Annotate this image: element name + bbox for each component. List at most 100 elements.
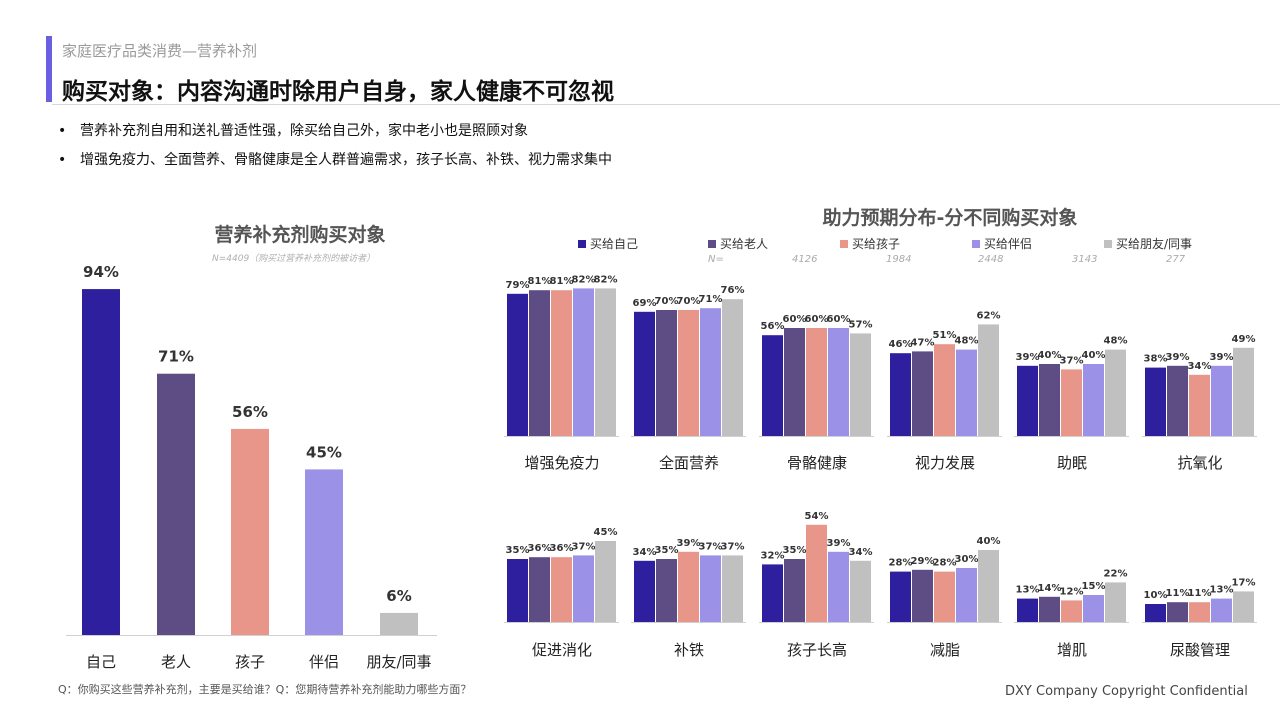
data-label: 11% [1166,588,1190,599]
data-label: 35% [655,545,679,556]
category-label: 伴侣 [309,653,339,671]
data-label: 39% [1016,352,1040,363]
survey-question-footnote: Q：你购买这些营养补充剂，主要是买给谁？Q：您期待营养补充剂能助力哪些方面？ [58,683,472,696]
bar [890,571,911,622]
bar [700,308,721,436]
bar [595,288,616,436]
bar [978,550,999,622]
bar [1167,602,1188,622]
data-label: 56% [761,321,785,332]
data-label: 14% [1038,583,1062,594]
bar [1145,367,1166,436]
bar [573,555,594,622]
bar [828,551,849,622]
data-label: 54% [805,511,829,522]
bar [1017,598,1038,622]
data-label: 56% [232,403,268,421]
data-label: 70% [677,296,701,307]
legend-swatch [840,240,848,248]
title-accent-bar [46,36,52,102]
bar [1061,600,1082,622]
data-label: 6% [386,587,411,605]
bar [157,373,195,635]
bar [551,290,572,436]
data-label: 82% [572,274,596,285]
category-label: 孩子 [235,653,265,671]
bar [1211,598,1232,622]
data-label: 82% [594,274,618,285]
bar [1039,596,1060,622]
legend-item: 买给伴侣 [972,235,1032,252]
data-label: 34% [849,547,873,558]
group-label: 增强免疫力 [524,454,599,472]
bar [678,551,699,622]
data-label: 13% [1210,585,1234,596]
data-label: 15% [1082,581,1106,592]
data-label: 48% [955,336,979,347]
bar [1189,374,1210,436]
data-label: 38% [1144,354,1168,365]
sample-size-value: 2448 [978,254,1004,265]
bar [850,560,871,622]
bar [656,310,677,436]
bar [1061,369,1082,436]
bar [82,289,120,635]
legend-label: 买给伴侣 [984,237,1033,251]
data-label: 46% [889,339,913,350]
bullet-list: • 营养补充剂自用和送礼普适性强，除买给自己外，家中老小也是照顾对象 • 增强免疫力… [58,120,612,178]
bar [1083,364,1104,436]
data-label: 30% [955,554,979,565]
data-label: 22% [1104,568,1128,579]
group-label: 视力发展 [915,454,975,472]
group-label: 补铁 [674,641,704,659]
legend-item: 买给自己 [578,235,638,252]
data-label: 12% [1060,586,1084,597]
data-label: 29% [911,556,935,567]
page-title: 购买对象：内容沟通时除用户自身，家人健康不可忽视 [62,79,614,105]
bar [722,299,743,436]
bar [529,557,550,622]
group-label: 减脂 [930,641,960,659]
data-label: 13% [1016,585,1040,596]
legend-swatch [708,240,716,248]
bar [956,568,977,622]
group-label: 增肌 [1057,641,1087,659]
right-chart-legend: 买给自己 买给老人 买给孩子 买给伴侣 买给朋友/同事 [578,235,1238,271]
data-label: 76% [721,285,745,296]
bullet-text: 增强免疫力、全面营养、骨骼健康是全人群普遍需求，孩子长高、补铁、视力需求集中 [80,152,612,168]
bar [380,612,418,635]
legend-item: 买给孩子 [840,235,900,252]
bullet-item: • 营养补充剂自用和送礼普适性强，除买给自己外，家中老小也是照顾对象 [58,120,612,149]
bar [912,351,933,436]
data-label: 51% [933,330,957,341]
bar [978,324,999,436]
data-label: 34% [633,547,657,558]
data-label: 28% [889,558,913,569]
sample-size-value: 277 [1166,254,1186,265]
group-label: 孩子长高 [787,641,847,659]
left-chart-title: 营养补充剂购买对象 [214,224,386,246]
data-label: 17% [1232,577,1256,588]
data-label: 69% [633,298,657,309]
legend-label: 买给朋友/同事 [1116,237,1193,251]
legend-item: 买给朋友/同事 [1104,235,1192,252]
bar [595,541,616,622]
group-label: 尿酸管理 [1170,641,1230,659]
bar [1211,365,1232,436]
bar [850,333,871,436]
data-label: 28% [933,558,957,569]
bar [762,335,783,436]
bar [634,311,655,436]
data-label: 32% [761,550,785,561]
data-label: 81% [550,276,574,287]
bar [1105,349,1126,436]
bar [722,555,743,622]
data-label: 81% [528,276,552,287]
right-chart-title: 助力预期分布-分不同购买对象 [822,207,1078,229]
bar [551,557,572,622]
bar [634,560,655,622]
sample-size-value: 4126 [792,254,818,265]
bar [784,559,805,622]
copyright-notice: DXY Company Copyright Confidential [1005,684,1248,699]
